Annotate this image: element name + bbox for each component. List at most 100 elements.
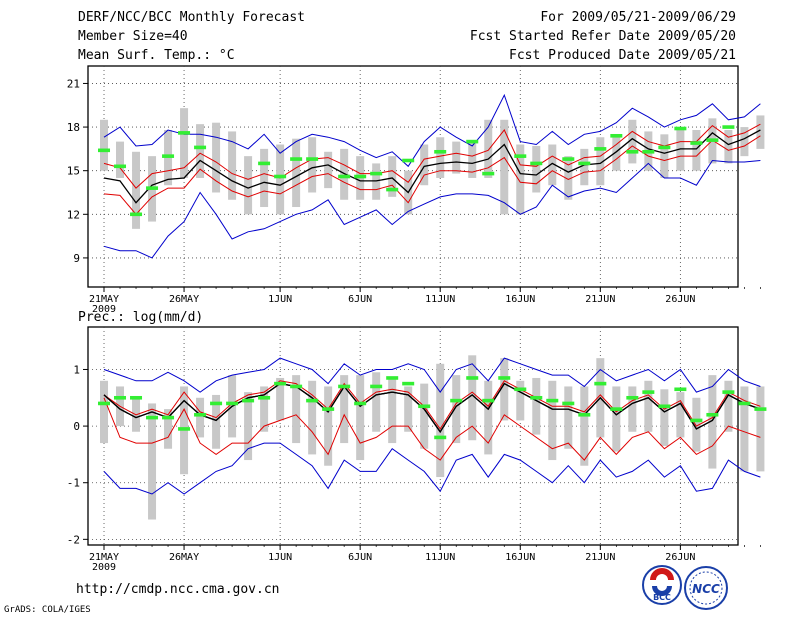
ncc-logo-text: NCC [692,582,720,596]
x-year-label: 2009 [92,562,116,573]
observed-marker [578,161,591,166]
observed-marker [530,161,543,166]
member-range-box [292,375,301,444]
x-tick-label: 16JUN [505,294,535,305]
observed-marker [210,401,223,406]
observed-marker [130,212,143,217]
member-range-box [420,383,429,449]
observed-marker [386,376,399,380]
observed-marker [434,149,447,154]
panel2-title: Prec.: log(mm/d) [78,310,204,325]
member-range-box [420,144,429,186]
member-range-box [484,119,493,178]
member-range-box [436,137,445,178]
series-line-max-envelope [103,93,761,168]
member-range-box [196,397,205,438]
x-tick-label: 11JUN [425,552,455,563]
observed-marker [114,164,127,169]
observed-marker [338,174,351,179]
observed-marker [610,133,623,138]
x-tick-label: 26MAY [169,552,199,563]
observed-marker [514,154,527,158]
y-tick-label: -2 [67,533,80,546]
member-range-box [468,141,477,178]
observed-marker [306,398,319,403]
observed-marker [674,126,687,131]
observed-marker [706,412,719,417]
observed-marker [706,138,719,142]
observed-marker [162,154,175,158]
x-tick-label: 21MAY [89,294,119,305]
member-range-box [516,144,525,215]
observed-marker [594,381,607,386]
observed-marker [402,381,415,386]
member-range-box [708,375,717,469]
observed-marker [194,412,207,417]
observed-marker [258,395,271,400]
observed-marker [658,145,671,150]
member-range-box [548,380,557,461]
y-tick-label: 12 [67,208,80,221]
member-range-box [532,377,541,435]
observed-marker [242,398,255,403]
member-range-box [516,380,525,421]
member-range-box [388,156,397,197]
observed-marker [642,149,655,154]
ncc-logo-globe [689,571,723,605]
observed-marker [450,398,463,403]
observed-marker [594,147,607,151]
observed-marker [738,401,751,406]
plot-frame [87,65,739,288]
member-range-box [356,375,365,461]
member-range-box [484,380,493,455]
member-range-box [116,141,125,178]
forecast-produced-label: Fcst Produced Date 2009/05/21 [509,48,736,63]
y-tick-label: 0 [73,420,80,433]
member-range-box [548,144,557,186]
member-range-box [468,355,477,441]
member-range-box [324,386,333,466]
observed-marker [226,401,239,406]
member-range-box [292,138,301,208]
member-range-box [276,144,285,215]
x-tick-label: 6JUN [348,552,372,563]
series-line-spread-upper [103,123,761,189]
member-range-box [308,137,317,193]
x-tick-label: 26MAY [169,294,199,305]
y-tick-label: 21 [67,77,80,90]
observed-marker [690,418,703,423]
y-tick-label: 15 [67,165,80,178]
observed-marker [354,174,367,179]
x-tick-label: 16JUN [505,552,535,563]
observed-marker [114,395,127,400]
observed-marker [482,398,495,403]
observed-marker [498,376,511,380]
member-range-box [596,137,605,186]
member-range-box [100,380,109,444]
observed-marker [674,387,687,392]
forecast-period-label: For 2009/05/21-2009/06/29 [540,10,736,25]
member-range-box [260,386,269,432]
member-range-box [692,397,701,452]
member-range-box [308,380,317,455]
observed-marker [194,145,207,150]
member-range-box [628,119,637,164]
observed-marker [530,395,543,400]
bcc-logo-swirl [650,568,674,580]
observed-marker [98,148,111,153]
observed-marker [178,427,191,431]
observed-marker [626,395,639,400]
y-tick-label: 18 [67,121,80,134]
series-line-spread-lower [103,397,761,461]
member-range-box [324,151,333,189]
member-range-box [500,358,509,421]
series-line-spread-upper [103,380,761,430]
footer-url[interactable]: http://cmdp.ncc.cma.gov.cn [76,582,280,597]
x-tick-label: 6JUN [348,294,372,305]
x-tick-label: 21MAY [89,552,119,563]
observed-marker [610,407,623,411]
member-range-box [100,119,109,171]
member-range-box [180,108,189,178]
member-range-box [244,392,253,461]
